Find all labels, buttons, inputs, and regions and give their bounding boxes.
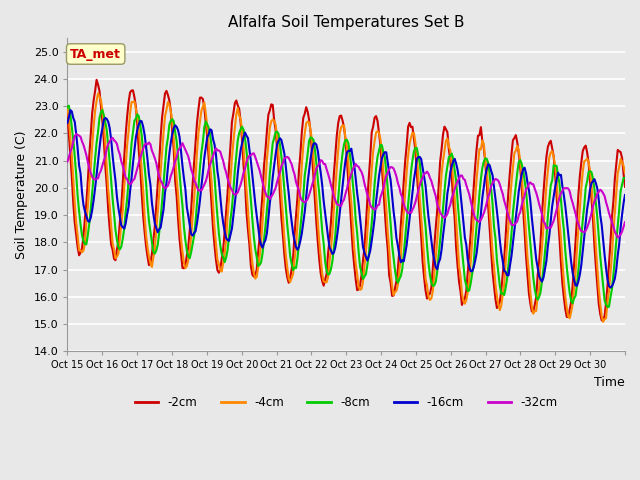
Line: -8cm: -8cm	[67, 106, 625, 307]
-4cm	[83, 219, 90, 225]
Line: -4cm: -4cm	[67, 94, 625, 322]
Line: -16cm: -16cm	[67, 110, 625, 288]
-2cm	[352, 276, 360, 282]
Y-axis label: Soil Temperature (C): Soil Temperature (C)	[15, 131, 28, 259]
-4cm	[621, 170, 629, 176]
-32cm	[545, 225, 553, 230]
Text: TA_met: TA_met	[70, 48, 121, 60]
-16cm	[352, 176, 360, 181]
-8cm	[352, 217, 360, 223]
-4cm	[599, 319, 607, 325]
-16cm	[463, 242, 470, 248]
-16cm	[67, 107, 74, 113]
-8cm	[65, 103, 73, 108]
-16cm	[620, 200, 627, 206]
-4cm	[620, 163, 627, 169]
-2cm	[598, 318, 605, 324]
-32cm	[620, 224, 627, 230]
-2cm	[83, 200, 90, 206]
-32cm	[463, 182, 470, 188]
-4cm	[352, 261, 360, 266]
-32cm	[614, 235, 621, 240]
-2cm	[463, 288, 470, 293]
-2cm	[620, 171, 627, 177]
-32cm	[63, 158, 71, 164]
-8cm	[463, 283, 470, 288]
-2cm	[545, 140, 553, 146]
Title: Alfalfa Soil Temperatures Set B: Alfalfa Soil Temperatures Set B	[228, 15, 465, 30]
-2cm	[63, 111, 71, 117]
-8cm	[604, 304, 611, 310]
-32cm	[352, 161, 360, 167]
-4cm	[463, 297, 470, 303]
-2cm	[621, 184, 629, 190]
-16cm	[621, 192, 629, 198]
-2cm	[102, 163, 109, 168]
-4cm	[94, 91, 102, 96]
Legend: -2cm, -4cm, -8cm, -16cm, -32cm: -2cm, -4cm, -8cm, -16cm, -32cm	[130, 392, 563, 414]
-32cm	[102, 154, 109, 159]
-4cm	[102, 140, 109, 146]
-8cm	[84, 232, 92, 238]
-32cm	[84, 159, 92, 165]
-8cm	[102, 120, 109, 125]
-16cm	[545, 232, 553, 238]
X-axis label: Time: Time	[595, 376, 625, 389]
-4cm	[545, 154, 553, 160]
-32cm	[72, 131, 80, 137]
-16cm	[607, 285, 614, 290]
-8cm	[545, 198, 553, 204]
-2cm	[93, 77, 100, 83]
-8cm	[621, 175, 629, 180]
-16cm	[84, 218, 92, 224]
Line: -32cm: -32cm	[67, 134, 625, 238]
-16cm	[102, 115, 109, 121]
Line: -2cm: -2cm	[67, 80, 625, 321]
-16cm	[63, 120, 71, 126]
-32cm	[621, 219, 629, 225]
-8cm	[620, 175, 627, 181]
-4cm	[63, 104, 71, 110]
-8cm	[63, 104, 71, 110]
